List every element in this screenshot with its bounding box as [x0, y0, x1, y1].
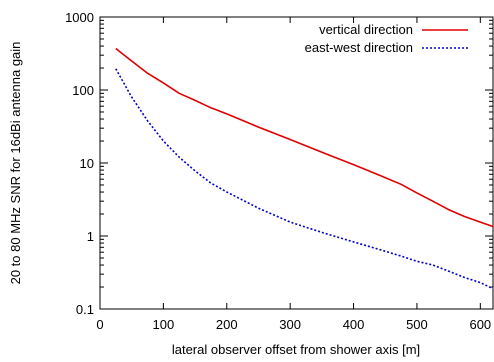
series-line-vertical: [115, 47, 494, 228]
y-tick-label: 10: [80, 156, 94, 171]
x-tick-label: 400: [343, 317, 365, 332]
axis-ticks: [99, 16, 493, 310]
x-axis-label: lateral observer offset from shower axis…: [172, 342, 420, 357]
legend-label-east-west: east-west direction: [305, 40, 413, 55]
legend: vertical direction east-west direction: [305, 22, 468, 55]
x-tick-label: 500: [406, 317, 428, 332]
legend-label-vertical: vertical direction: [319, 22, 413, 37]
x-tick-label: 100: [153, 317, 175, 332]
y-tick-label: 1: [87, 229, 94, 244]
series-line-east-west: [115, 68, 494, 290]
y-axis-label: 20 to 80 MHz SNR for 16dBi antenna gain: [8, 42, 23, 285]
series-lines: [115, 47, 494, 290]
axis-tick-labels: 0 100 200 300 400 500 600 0.1 1 10 100 1000: [65, 10, 491, 332]
y-tick-label: 100: [72, 83, 94, 98]
y-tick-label: 1000: [65, 10, 94, 25]
x-tick-label: 200: [216, 317, 238, 332]
x-tick-label: 0: [96, 317, 103, 332]
x-tick-label: 600: [469, 317, 491, 332]
x-tick-label: 300: [279, 317, 301, 332]
y-tick-label: 0.1: [76, 302, 94, 317]
